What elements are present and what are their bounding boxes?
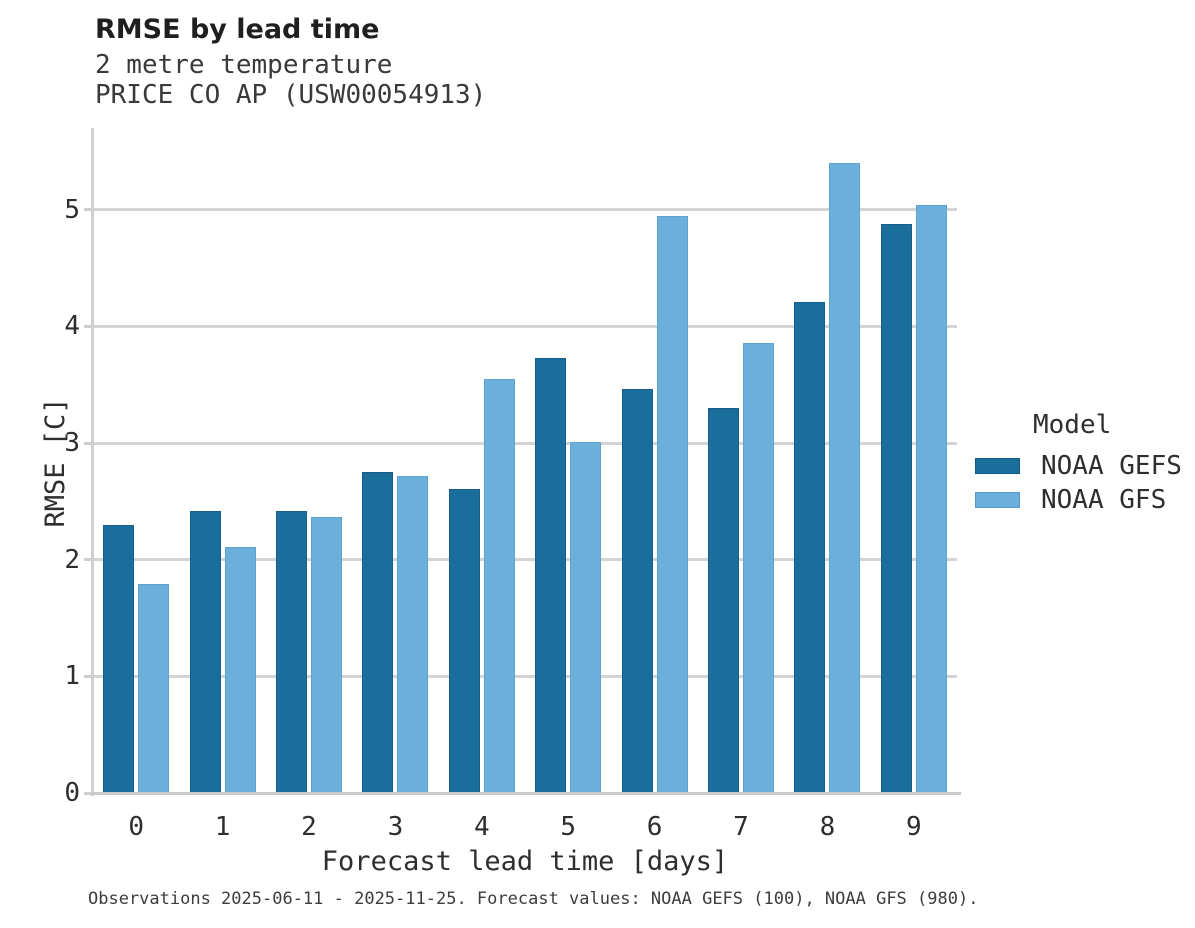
plot-area xyxy=(84,128,961,796)
x-tick-label-0: 0 xyxy=(128,812,145,842)
x-axis-line xyxy=(91,792,961,795)
y-tick-label-0: 0 xyxy=(64,778,80,808)
x-tick-label-2: 2 xyxy=(301,812,317,842)
bar-noaa-gfs-day-8 xyxy=(829,163,861,793)
x-tick-label-6: 6 xyxy=(646,812,663,842)
x-tick-label-9: 9 xyxy=(905,812,922,842)
x-axis-title: Forecast lead time [days] xyxy=(321,846,729,877)
legend-swatch-icon xyxy=(975,492,1020,508)
y-tick-mark-2 xyxy=(84,558,91,562)
legend-label: NOAA GFS xyxy=(1041,485,1167,515)
bar-noaa-gefs-day-6 xyxy=(621,389,653,793)
bar-noaa-gefs-day-7 xyxy=(708,408,739,793)
chart-subtitle-station: PRICE CO AP (USW00054913) xyxy=(95,80,487,110)
y-tick-mark-5 xyxy=(84,208,91,212)
y-tick-mark-4 xyxy=(84,324,91,328)
bar-noaa-gfs-day-0 xyxy=(138,584,170,793)
x-tick-label-3: 3 xyxy=(387,812,404,842)
bar-noaa-gefs-day-8 xyxy=(794,301,826,793)
bar-noaa-gfs-day-6 xyxy=(656,215,688,793)
y-axis-title: RMSE [C] xyxy=(40,397,71,528)
bar-noaa-gefs-day-9 xyxy=(880,223,912,793)
x-tick-label-7: 7 xyxy=(733,812,749,842)
bar-noaa-gfs-day-3 xyxy=(397,475,429,793)
x-tick-label-4: 4 xyxy=(473,812,490,842)
bar-noaa-gfs-day-2 xyxy=(311,516,342,793)
bar-noaa-gefs-day-5 xyxy=(535,357,567,793)
bar-noaa-gefs-day-1 xyxy=(189,510,221,793)
legend-title: Model xyxy=(1033,410,1112,440)
y-tick-label-5: 5 xyxy=(64,194,80,225)
legend-label: NOAA GEFS xyxy=(1041,451,1182,481)
x-tick-label-1: 1 xyxy=(214,812,231,842)
gridline-y-5 xyxy=(93,208,957,212)
bar-noaa-gefs-day-0 xyxy=(103,524,135,793)
y-tick-label-2: 2 xyxy=(64,544,80,575)
gridline-y-3 xyxy=(93,441,957,445)
bar-noaa-gefs-day-4 xyxy=(448,488,480,793)
y-axis-line xyxy=(91,128,94,796)
chart-title: RMSE by lead time xyxy=(95,14,380,45)
x-tick-label-8: 8 xyxy=(819,812,836,842)
y-tick-label-4: 4 xyxy=(64,311,80,342)
y-tick-mark-3 xyxy=(84,441,91,445)
legend-swatch-icon xyxy=(975,458,1020,474)
caption: Observations 2025-06-11 - 2025-11-25. Fo… xyxy=(88,889,979,909)
y-tick-label-1: 1 xyxy=(64,661,80,692)
gridline-y-1 xyxy=(93,674,957,678)
bar-noaa-gfs-day-7 xyxy=(743,342,774,793)
y-tick-mark-1 xyxy=(84,674,91,678)
bar-noaa-gfs-day-5 xyxy=(570,441,602,793)
gridline-y-4 xyxy=(93,324,957,328)
gridline-y-2 xyxy=(93,558,957,562)
y-tick-mark-0 xyxy=(84,791,91,795)
y-tick-label-3: 3 xyxy=(64,428,80,458)
bar-noaa-gfs-day-9 xyxy=(915,205,947,793)
x-tick-label-5: 5 xyxy=(560,812,577,842)
bar-noaa-gfs-day-4 xyxy=(483,378,515,793)
chart-subtitle-variable: 2 metre temperature xyxy=(95,50,393,80)
bar-noaa-gefs-day-3 xyxy=(362,472,394,793)
bar-noaa-gefs-day-2 xyxy=(276,510,307,793)
bar-noaa-gfs-day-1 xyxy=(224,546,256,793)
